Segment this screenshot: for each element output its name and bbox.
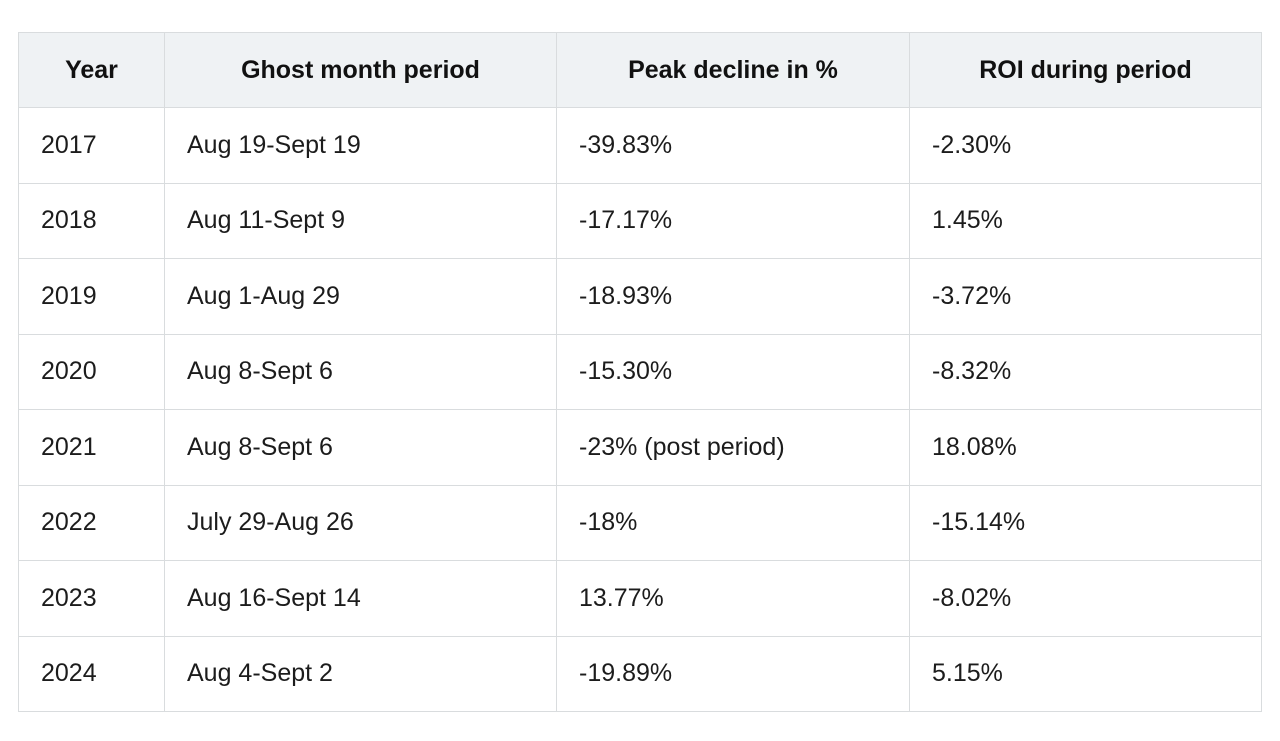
table-header: Year Ghost month period Peak decline in … (18, 32, 1262, 108)
cell-period: Aug 8-Sept 6 (164, 333, 557, 410)
table-row: 2019 Aug 1-Aug 29 -18.93% -3.72% (18, 258, 1262, 335)
cell-peak-decline: -17.17% (556, 182, 910, 259)
cell-peak-decline: -39.83% (556, 107, 910, 184)
header-roi: ROI during period (909, 32, 1262, 108)
cell-year: 2019 (18, 258, 165, 335)
cell-roi: -2.30% (909, 107, 1262, 184)
header-ghost-month-period: Ghost month period (164, 32, 557, 108)
table-row: 2022 July 29-Aug 26 -18% -15.14% (18, 484, 1262, 561)
cell-peak-decline: 13.77% (556, 560, 910, 637)
ghost-month-table: Year Ghost month period Peak decline in … (18, 32, 1262, 712)
cell-period: Aug 1-Aug 29 (164, 258, 557, 335)
cell-year: 2022 (18, 484, 165, 561)
cell-year: 2023 (18, 560, 165, 637)
cell-year: 2017 (18, 107, 165, 184)
cell-peak-decline: -23% (post period) (556, 409, 910, 486)
cell-peak-decline: -15.30% (556, 333, 910, 410)
table-row: 2018 Aug 11-Sept 9 -17.17% 1.45% (18, 182, 1262, 259)
cell-period: Aug 19-Sept 19 (164, 107, 557, 184)
ghost-month-table-container: Year Ghost month period Peak decline in … (18, 32, 1262, 712)
cell-period: July 29-Aug 26 (164, 484, 557, 561)
cell-roi: -8.02% (909, 560, 1262, 637)
cell-roi: -15.14% (909, 484, 1262, 561)
cell-peak-decline: -18.93% (556, 258, 910, 335)
cell-roi: -8.32% (909, 333, 1262, 410)
cell-roi: 18.08% (909, 409, 1262, 486)
cell-period: Aug 16-Sept 14 (164, 560, 557, 637)
cell-year: 2020 (18, 333, 165, 410)
header-peak-decline: Peak decline in % (556, 32, 910, 108)
cell-year: 2021 (18, 409, 165, 486)
header-row: Year Ghost month period Peak decline in … (18, 32, 1262, 108)
table-row: 2017 Aug 19-Sept 19 -39.83% -2.30% (18, 107, 1262, 184)
cell-period: Aug 8-Sept 6 (164, 409, 557, 486)
cell-year: 2024 (18, 635, 165, 712)
header-year: Year (18, 32, 165, 108)
cell-roi: 5.15% (909, 635, 1262, 712)
cell-roi: 1.45% (909, 182, 1262, 259)
table-row: 2023 Aug 16-Sept 14 13.77% -8.02% (18, 560, 1262, 637)
table-row: 2021 Aug 8-Sept 6 -23% (post period) 18.… (18, 409, 1262, 486)
cell-peak-decline: -19.89% (556, 635, 910, 712)
cell-period: Aug 11-Sept 9 (164, 182, 557, 259)
table-row: 2020 Aug 8-Sept 6 -15.30% -8.32% (18, 333, 1262, 410)
cell-peak-decline: -18% (556, 484, 910, 561)
cell-year: 2018 (18, 182, 165, 259)
table-body: 2017 Aug 19-Sept 19 -39.83% -2.30% 2018 … (18, 107, 1262, 712)
cell-roi: -3.72% (909, 258, 1262, 335)
table-row: 2024 Aug 4-Sept 2 -19.89% 5.15% (18, 635, 1262, 712)
cell-period: Aug 4-Sept 2 (164, 635, 557, 712)
